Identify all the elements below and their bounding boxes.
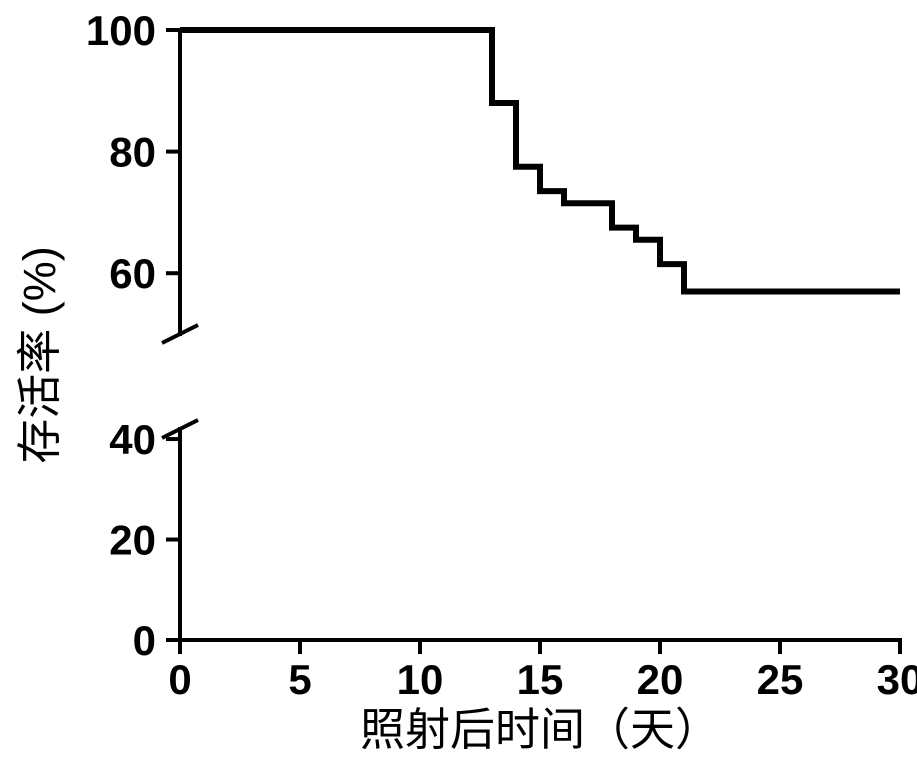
svg-text:60: 60 — [109, 250, 156, 297]
svg-text:0: 0 — [133, 617, 156, 664]
svg-text:40: 40 — [109, 416, 156, 463]
svg-text:存活率 (%): 存活率 (%) — [14, 246, 65, 464]
chart-container: 0 5 10 15 20 25 30 60 80 100 0 20 40 照射后时间（天） 存活率 (%) — [0, 0, 917, 775]
svg-text:5: 5 — [288, 656, 311, 703]
svg-text:80: 80 — [109, 129, 156, 176]
survival-chart: 0 5 10 15 20 25 30 60 80 100 0 20 40 照射后时间（天） 存活率 (%) — [0, 0, 917, 775]
svg-text:0: 0 — [168, 656, 191, 703]
svg-text:20: 20 — [637, 656, 684, 703]
svg-text:照射后时间（天）: 照射后时间（天） — [360, 704, 720, 755]
svg-text:100: 100 — [86, 7, 156, 54]
svg-text:15: 15 — [517, 656, 564, 703]
svg-text:30: 30 — [877, 656, 917, 703]
svg-text:20: 20 — [109, 517, 156, 564]
svg-text:10: 10 — [397, 656, 444, 703]
svg-text:25: 25 — [757, 656, 804, 703]
